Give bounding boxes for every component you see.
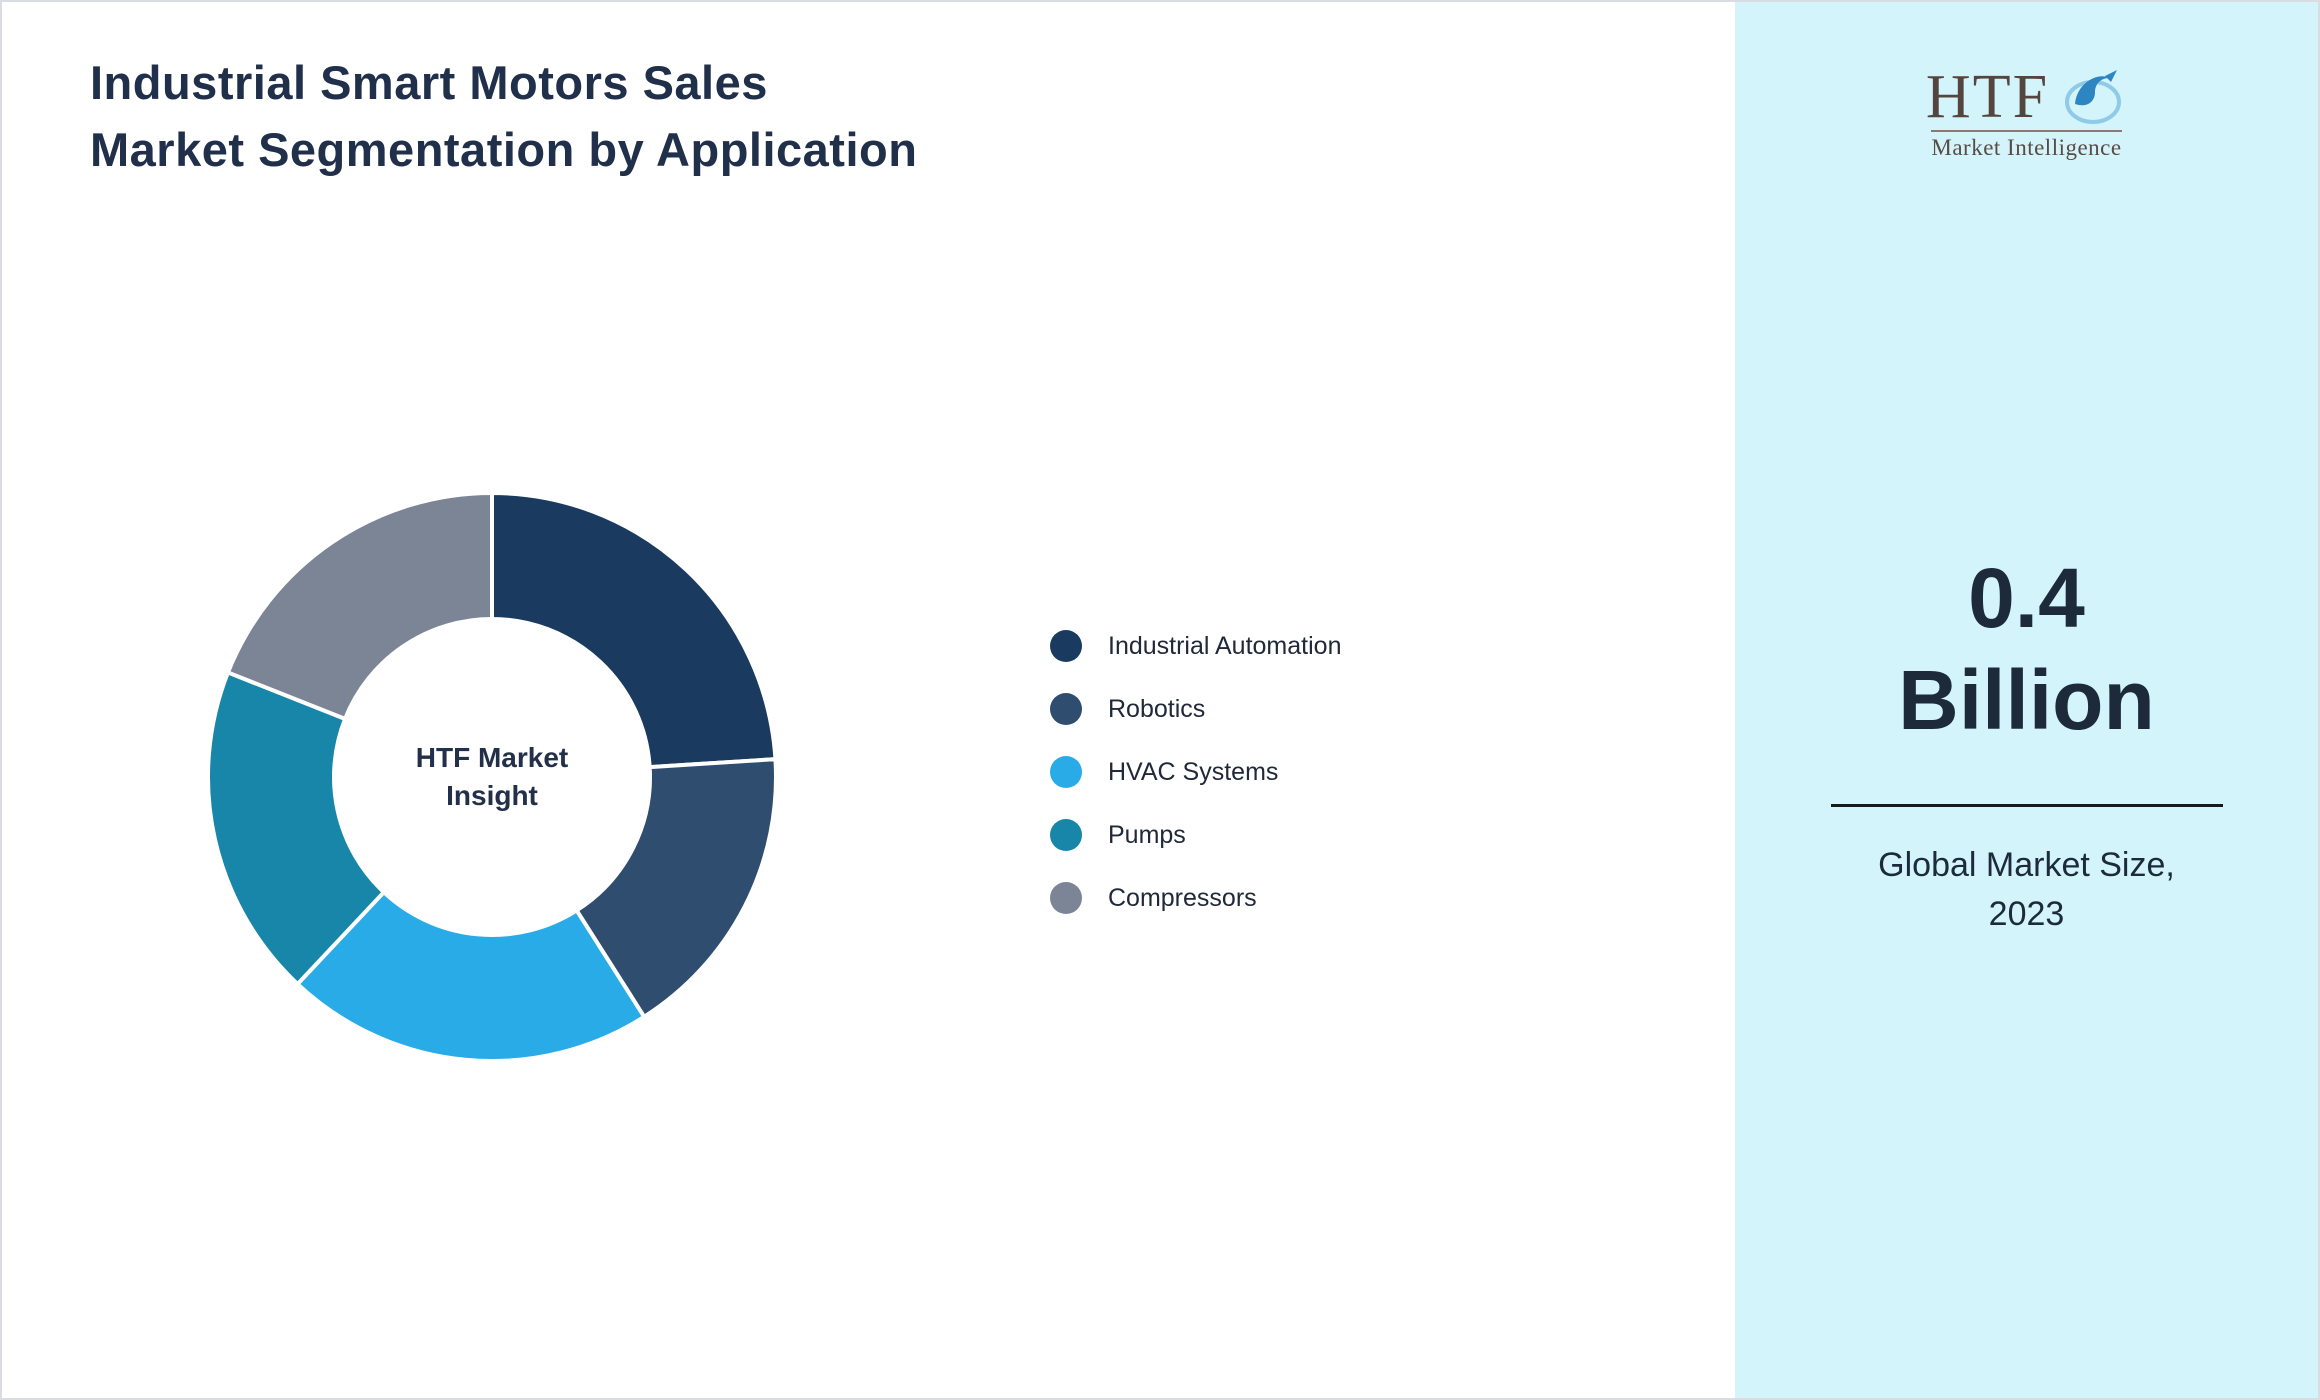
divider-line xyxy=(1830,803,2223,807)
donut-chart-svg xyxy=(206,491,778,1063)
legend-swatch-icon xyxy=(1050,882,1082,914)
donut-segment xyxy=(206,670,386,987)
brand-logo-subtext: Market Intelligence xyxy=(1931,130,2122,161)
legend-item: HVAC Systems xyxy=(1050,756,1341,788)
legend-item: Robotics xyxy=(1050,693,1341,725)
donut-chart: HTF Market Insight xyxy=(202,487,782,1067)
legend-label: Compressors xyxy=(1108,883,1257,912)
donut-segment xyxy=(295,890,647,1063)
market-size-value-line1: 0.4 xyxy=(1968,551,2085,645)
side-panel: HTF Market Intelligence 0.4 Billion Glob… xyxy=(1735,2,2318,1398)
brand-logo-text: HTF xyxy=(1925,63,2050,131)
legend-label: HVAC Systems xyxy=(1108,757,1279,786)
legend-swatch-icon xyxy=(1050,819,1082,851)
dolphin-swoosh-icon xyxy=(2065,70,2122,124)
legend-item: Pumps xyxy=(1050,819,1341,851)
brand-logo: HTF Market Intelligence xyxy=(1926,64,2127,161)
legend-swatch-icon xyxy=(1050,693,1082,725)
donut-segment xyxy=(490,491,778,770)
chart-legend: Industrial Automation Robotics HVAC System… xyxy=(1050,630,1341,914)
brand-logo-top: HTF xyxy=(1926,64,2127,128)
legend-label: Robotics xyxy=(1108,694,1206,723)
legend-item: Compressors xyxy=(1050,882,1341,914)
legend-swatch-icon xyxy=(1050,630,1082,662)
legend-label: Pumps xyxy=(1108,820,1186,849)
donut-segment xyxy=(225,491,494,721)
market-size-value-line2: Billion xyxy=(1898,653,2155,748)
donut-center-label: HTF Market Insight xyxy=(415,742,569,811)
donut-segment xyxy=(574,757,778,1019)
legend-swatch-icon xyxy=(1050,756,1082,788)
page-title: Industrial Smart Motors Sales Market Seg… xyxy=(90,56,918,176)
market-size-caption: Global Market Size, 2023 xyxy=(1878,845,2175,934)
market-size-block: 0.4 Billion Global Market Size, 2023 xyxy=(1735,547,2318,940)
legend-item: Industrial Automation xyxy=(1050,630,1341,662)
legend-label: Industrial Automation xyxy=(1108,631,1342,660)
market-size-value: 0.4 Billion xyxy=(1898,547,2155,752)
